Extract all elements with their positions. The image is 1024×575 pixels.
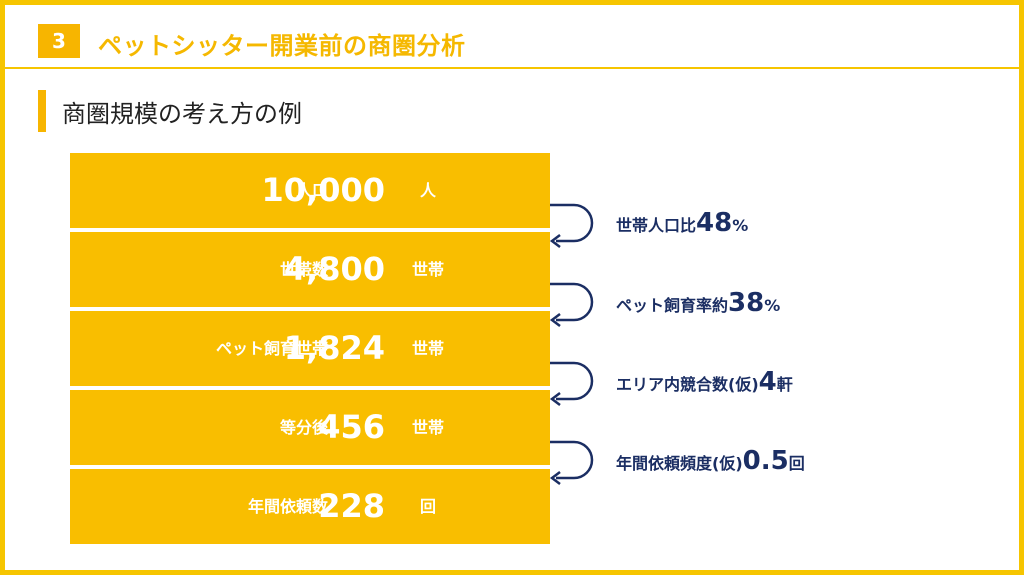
funnel-unit: 回 [419,497,436,516]
conversion-prefix: エリア内競合数(仮) [616,375,759,394]
conversion-prefix: ペット飼育率約 [616,296,729,315]
conversion-competitors: エリア内競合数(仮)4軒 [616,367,793,397]
funnel-value: 228 [318,487,385,525]
conversion-number: 38 [728,288,765,318]
section-number-badge: 3 [38,24,80,58]
funnel-row-population: 人口 10,000 人 [70,153,550,228]
funnel-row-households: 世帯数 4,800 世帯 [70,232,550,307]
funnel-row-annual-requests: 年間依頼数 228 回 [70,469,550,544]
funnel-unit: 人 [419,181,436,200]
curved-arrow-icon [549,440,594,485]
curved-arrow-icon [549,361,594,406]
curved-arrow-icon [549,282,594,327]
conversion-request-frequency: 年間依頼頻度(仮)0.5回 [616,446,805,476]
conversion-number: 48 [696,208,733,238]
page-title: ペットシッター開業前の商圏分析 [98,32,466,60]
conversion-household-ratio: 世帯人口比48% [616,208,748,238]
subtitle-accent-bar [38,90,46,132]
funnel-label: 世帯数 [279,260,328,279]
funnel-unit: 世帯 [411,418,444,437]
conversion-prefix: 世帯人口比 [616,216,697,235]
conversion-suffix: % [732,216,749,235]
funnel-value: 10,000 [261,171,385,209]
funnel-unit: 世帯 [411,260,444,279]
funnel-value: 1,824 [283,329,385,367]
funnel-row-pet-households: ペット飼育世帯 1,824 世帯 [70,311,550,386]
market-funnel: 人口 10,000 人 世帯数 4,800 世帯 ペット飼育世帯 1,824 世… [70,153,550,548]
curved-arrow-icon [549,203,594,248]
header-divider [5,67,1019,69]
conversion-suffix: % [764,296,781,315]
conversion-prefix: 年間依頼頻度(仮) [616,454,743,473]
funnel-label: 人口 [295,181,328,200]
subtitle: 商圏規模の考え方の例 [62,100,302,128]
funnel-label: 等分後 [279,418,328,437]
funnel-value: 4,800 [283,250,385,288]
conversion-pet-ownership: ペット飼育率約38% [616,288,780,318]
conversion-suffix: 回 [788,454,805,473]
funnel-row-divided: 等分後 456 世帯 [70,390,550,465]
funnel-unit: 世帯 [411,339,444,358]
conversion-number: 0.5 [742,446,789,476]
conversion-number: 4 [758,367,777,397]
conversion-suffix: 軒 [776,375,793,394]
funnel-label: 年間依頼数 [247,497,328,516]
funnel-label: ペット飼育世帯 [215,339,328,358]
funnel-value: 456 [318,408,385,446]
